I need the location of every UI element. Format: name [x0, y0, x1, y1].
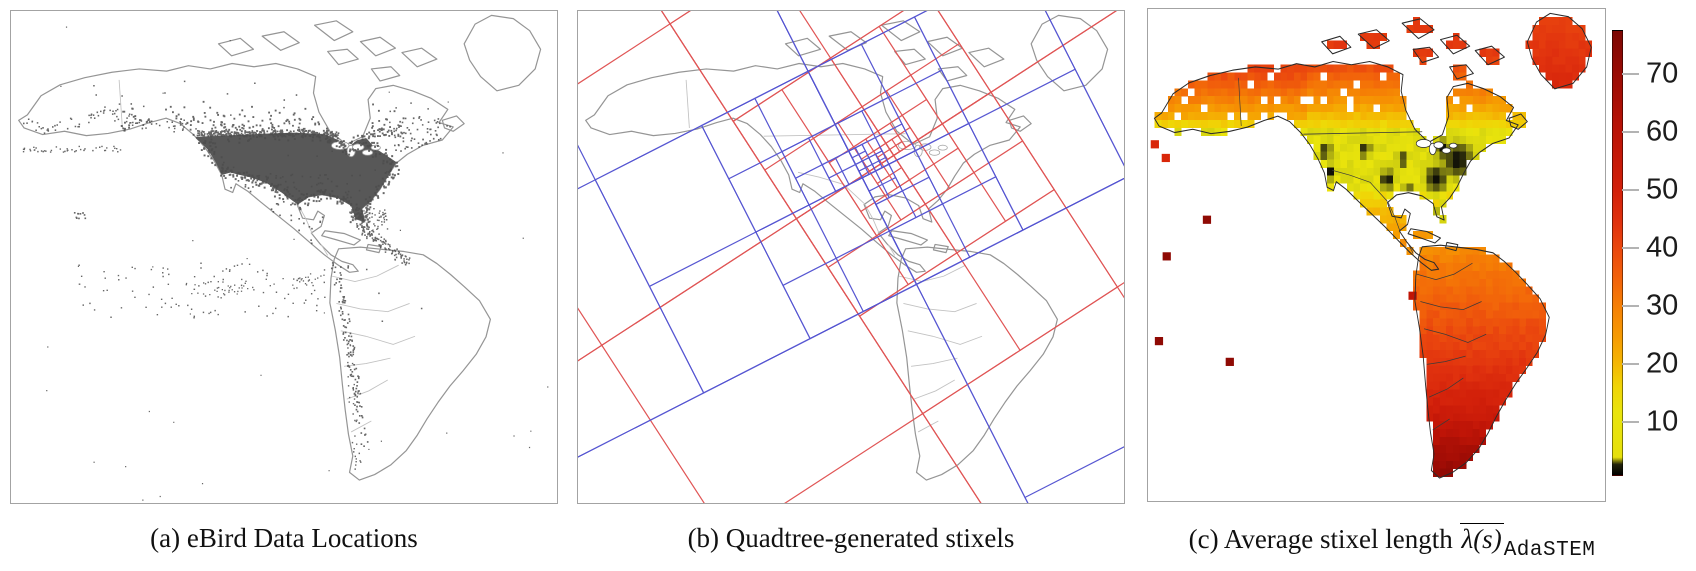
- colorbar-tick-30: [1622, 305, 1639, 307]
- colorbar-label-10: 10: [1646, 405, 1679, 438]
- colorbar-label-50: 50: [1646, 173, 1679, 206]
- coastlines: [18, 14, 542, 481]
- quadtree-blue: [578, 11, 1124, 503]
- great-lakes: [1415, 138, 1458, 156]
- colorbar-label-60: 60: [1646, 115, 1679, 148]
- colorbar-tick-10: [1622, 421, 1639, 423]
- caption-a: (a) eBird Data Locations: [150, 523, 418, 553]
- colorbar-label-20: 20: [1646, 347, 1679, 380]
- colorbar: [1612, 30, 1623, 476]
- coastlines: [585, 14, 1109, 481]
- colorbar-label-30: 30: [1646, 289, 1679, 322]
- country-borders: [118, 79, 416, 433]
- colorbar-tick-50: [1622, 189, 1639, 191]
- colorbar-label-40: 40: [1646, 231, 1679, 264]
- caption-b: (b) Quadtree-generated stixels: [687, 523, 1015, 553]
- panel-quadtree-stixels: [577, 10, 1125, 504]
- ebird-data-map: [18, 14, 549, 501]
- heat-borders: [1238, 77, 1487, 431]
- panel-ebird-data-locations: [10, 10, 558, 504]
- panel-average-stixel-length: [1147, 8, 1606, 502]
- quadtree-red: [578, 11, 1124, 503]
- colorbar-label-70: 70: [1646, 57, 1679, 90]
- heatmap-cells: [1154, 16, 1593, 477]
- quadtree-stixels-map: [578, 11, 1124, 503]
- colorbar-tick-70: [1622, 73, 1639, 75]
- heat-coastlines: [1153, 12, 1592, 479]
- ocean-cells: [1150, 140, 1417, 366]
- data-points: [22, 26, 549, 501]
- colorbar-tick-20: [1622, 363, 1639, 365]
- caption-c: (c) Average stixel length λ(s)AdaSTEM: [1147, 523, 1637, 562]
- country-borders: [685, 79, 983, 433]
- caption-c-subscript-adastem: AdaSTEM: [1503, 539, 1596, 562]
- colorbar-tick-60: [1622, 131, 1639, 133]
- colorbar-tick-40: [1622, 247, 1639, 249]
- caption-c-text: (c) Average stixel length: [1188, 524, 1460, 554]
- great-lakes: [898, 140, 948, 158]
- caption-c-math-lambda: λ(s): [1459, 523, 1504, 554]
- stixel-length-heatmap: [1150, 12, 1593, 479]
